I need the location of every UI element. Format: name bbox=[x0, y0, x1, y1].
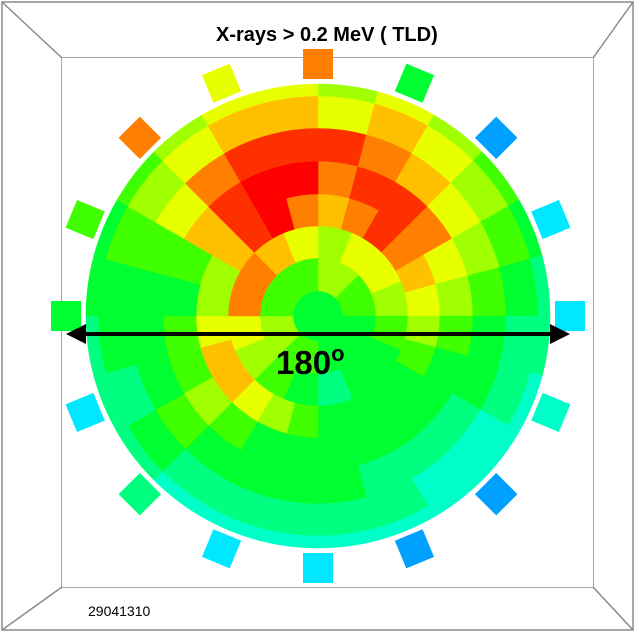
outer-pad bbox=[394, 63, 435, 103]
frame-corner-br bbox=[592, 586, 634, 631]
heat-cell bbox=[467, 266, 507, 317]
heat-cell bbox=[268, 127, 319, 167]
diameter-arrow bbox=[66, 324, 570, 344]
frame-corner-tl bbox=[1, 1, 63, 59]
angle-degree: o bbox=[331, 341, 344, 366]
frame-corner-bl bbox=[1, 586, 63, 631]
outer-pad bbox=[531, 199, 571, 240]
chart-title: X-rays > 0.2 MeV ( TLD) bbox=[216, 24, 438, 46]
arrow-head-left bbox=[66, 324, 86, 344]
outer-pads bbox=[51, 49, 585, 583]
outer-pad bbox=[65, 392, 105, 433]
outer-pad bbox=[201, 529, 242, 569]
outer-pad bbox=[474, 472, 518, 516]
frame-corner-tr bbox=[592, 1, 634, 59]
outer-pad bbox=[303, 553, 333, 583]
outer-pad bbox=[118, 116, 162, 160]
outer-pad bbox=[531, 392, 571, 433]
outer-pad bbox=[555, 301, 585, 331]
outer-pad bbox=[65, 199, 105, 240]
center-cell bbox=[293, 291, 343, 341]
angle-value: 180 bbox=[276, 344, 331, 381]
outer-pad bbox=[51, 301, 81, 331]
outer-pad bbox=[201, 63, 242, 103]
outer-pad bbox=[303, 49, 333, 79]
angle-label: 180o bbox=[276, 341, 345, 381]
outer-pad bbox=[118, 472, 162, 516]
heat-cell bbox=[257, 83, 319, 104]
shot-id-label: 29041310 bbox=[88, 603, 151, 619]
outer-pad bbox=[394, 529, 435, 569]
ring-cells bbox=[85, 83, 551, 549]
outer-pad bbox=[474, 116, 518, 160]
arrow-head-right bbox=[550, 324, 570, 344]
heat-cell bbox=[129, 315, 169, 366]
heat-cell bbox=[317, 465, 368, 505]
